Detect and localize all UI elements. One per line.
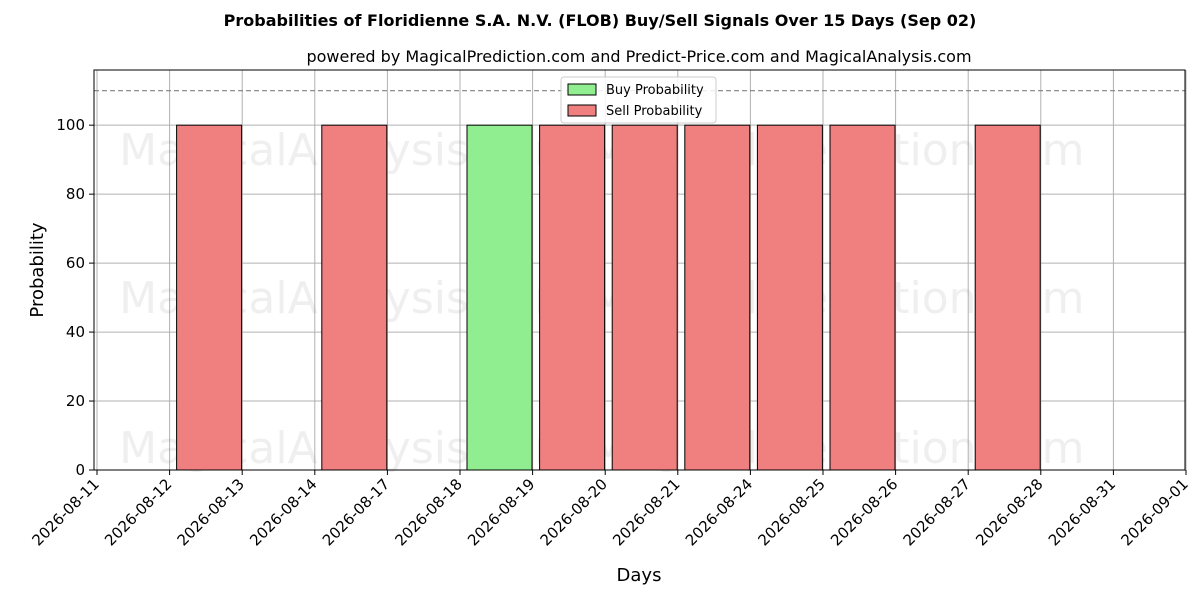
x-axis-label: Days xyxy=(617,565,662,586)
sell-bar xyxy=(829,124,896,471)
sell-bar xyxy=(176,124,243,471)
legend-swatch-sell xyxy=(567,104,597,117)
legend-label-sell: Sell Probability xyxy=(606,104,703,119)
legend-label-buy: Buy Probability xyxy=(606,83,704,98)
sell-bar xyxy=(611,124,678,471)
legend-swatch-buy xyxy=(567,83,597,96)
chart-title: Probabilities of Floridienne S.A. N.V. (… xyxy=(224,11,977,30)
plot-frame xyxy=(93,69,1186,471)
y-tick-label: 60 xyxy=(66,254,85,272)
y-tick-label: 20 xyxy=(66,392,85,410)
legend-box xyxy=(560,76,717,124)
y-axis-ticks: 0 20 40 60 80 100 xyxy=(56,116,94,479)
sell-bar xyxy=(539,124,606,471)
y-tick-label: 40 xyxy=(66,323,85,341)
buy-bar xyxy=(466,124,533,471)
legend: Buy Probability Sell Probability xyxy=(560,76,717,124)
bars xyxy=(176,124,1041,471)
sell-bar xyxy=(321,124,388,471)
sell-bar xyxy=(974,124,1041,471)
y-tick-label: 80 xyxy=(66,185,85,203)
y-tick-label: 100 xyxy=(56,116,85,134)
sell-bar xyxy=(684,124,751,471)
chart-subtitle: powered by MagicalPrediction.com and Pre… xyxy=(306,47,971,66)
sell-bar xyxy=(756,124,823,471)
y-axis-label: Probability xyxy=(27,222,48,317)
y-tick-label: 0 xyxy=(75,461,85,479)
